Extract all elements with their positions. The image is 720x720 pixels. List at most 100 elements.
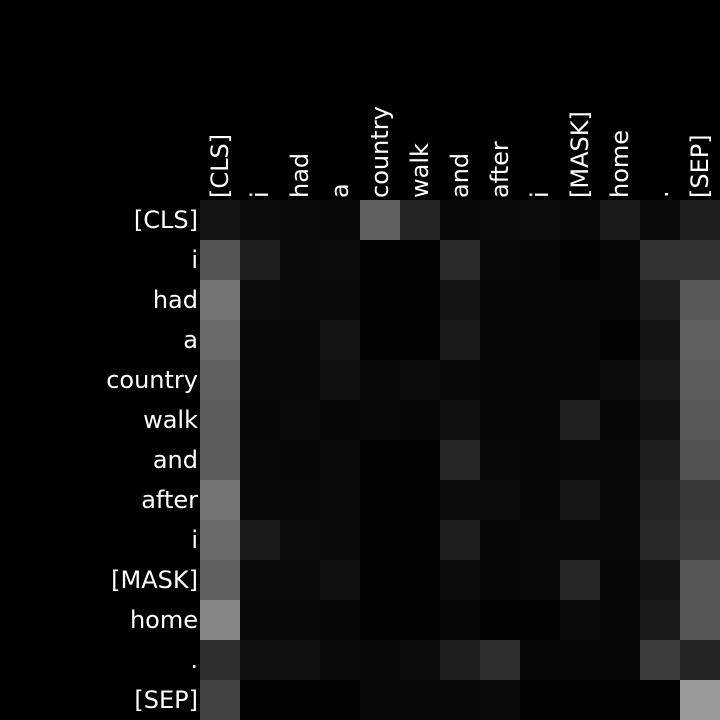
heatmap-cell-6-11 bbox=[640, 440, 680, 480]
heatmap-cell-1-0 bbox=[200, 240, 240, 280]
heatmap-cell-5-11 bbox=[640, 400, 680, 440]
y-tick-label: [CLS] bbox=[134, 206, 198, 234]
heatmap-cell-9-9 bbox=[560, 560, 600, 600]
heatmap-cell-0-1 bbox=[240, 200, 280, 240]
heatmap-cell-3-10 bbox=[600, 320, 640, 360]
heatmap-cell-9-5 bbox=[400, 560, 440, 600]
heatmap-cell-4-10 bbox=[600, 360, 640, 400]
heatmap-cell-1-3 bbox=[320, 240, 360, 280]
heatmap-cell-2-1 bbox=[240, 280, 280, 320]
heatmap-cell-3-5 bbox=[400, 320, 440, 360]
heatmap-cell-0-4 bbox=[360, 200, 400, 240]
heatmap-cell-4-5 bbox=[400, 360, 440, 400]
heatmap-cell-8-5 bbox=[400, 520, 440, 560]
heatmap-cell-6-7 bbox=[480, 440, 520, 480]
heatmap-cell-6-8 bbox=[520, 440, 560, 480]
heatmap-cell-7-0 bbox=[200, 480, 240, 520]
heatmap-cell-8-0 bbox=[200, 520, 240, 560]
heatmap-cell-4-8 bbox=[520, 360, 560, 400]
heatmap-cell-0-9 bbox=[560, 200, 600, 240]
heatmap-cell-12-4 bbox=[360, 680, 400, 720]
heatmap-cell-0-10 bbox=[600, 200, 640, 240]
y-tick-label: country bbox=[106, 366, 198, 394]
heatmap-cell-6-10 bbox=[600, 440, 640, 480]
heatmap-cell-10-5 bbox=[400, 600, 440, 640]
heatmap-cell-3-12 bbox=[680, 320, 720, 360]
heatmap-cell-6-9 bbox=[560, 440, 600, 480]
x-tick-label: . bbox=[646, 190, 674, 198]
heatmap-cell-12-8 bbox=[520, 680, 560, 720]
heatmap-cell-10-0 bbox=[200, 600, 240, 640]
heatmap-cell-8-10 bbox=[600, 520, 640, 560]
x-tick-label: [MASK] bbox=[566, 111, 594, 198]
heatmap-cell-2-2 bbox=[280, 280, 320, 320]
heatmap-cell-3-0 bbox=[200, 320, 240, 360]
heatmap-cell-0-11 bbox=[640, 200, 680, 240]
heatmap-cell-7-6 bbox=[440, 480, 480, 520]
heatmap-cell-2-7 bbox=[480, 280, 520, 320]
heatmap-cell-9-11 bbox=[640, 560, 680, 600]
heatmap-cell-10-1 bbox=[240, 600, 280, 640]
x-tick-label: i bbox=[246, 191, 274, 198]
heatmap-cell-6-1 bbox=[240, 440, 280, 480]
y-tick-label: [SEP] bbox=[134, 686, 198, 714]
heatmap-cell-1-1 bbox=[240, 240, 280, 280]
heatmap-cell-1-2 bbox=[280, 240, 320, 280]
heatmap-cell-2-0 bbox=[200, 280, 240, 320]
x-tick-label: i bbox=[526, 191, 554, 198]
heatmap-cell-5-5 bbox=[400, 400, 440, 440]
heatmap-cell-1-10 bbox=[600, 240, 640, 280]
heatmap-cell-7-2 bbox=[280, 480, 320, 520]
heatmap-cell-3-1 bbox=[240, 320, 280, 360]
heatmap-cell-5-0 bbox=[200, 400, 240, 440]
heatmap-cell-11-1 bbox=[240, 640, 280, 680]
heatmap-cell-11-9 bbox=[560, 640, 600, 680]
y-tick-label: after bbox=[141, 486, 198, 514]
heatmap-cell-5-6 bbox=[440, 400, 480, 440]
heatmap-cell-2-12 bbox=[680, 280, 720, 320]
heatmap-cell-2-9 bbox=[560, 280, 600, 320]
y-tick-label: had bbox=[153, 286, 198, 314]
heatmap-cell-11-4 bbox=[360, 640, 400, 680]
y-tick-label: i bbox=[191, 246, 198, 274]
x-tick-label: a bbox=[326, 183, 354, 198]
heatmap-cell-10-4 bbox=[360, 600, 400, 640]
heatmap-cell-2-5 bbox=[400, 280, 440, 320]
heatmap-cell-4-2 bbox=[280, 360, 320, 400]
heatmap-cell-2-6 bbox=[440, 280, 480, 320]
heatmap-cell-5-3 bbox=[320, 400, 360, 440]
heatmap-cell-12-10 bbox=[600, 680, 640, 720]
heatmap-cell-8-6 bbox=[440, 520, 480, 560]
x-tick-label: country bbox=[366, 106, 394, 198]
heatmap-cell-11-5 bbox=[400, 640, 440, 680]
heatmap-cell-4-7 bbox=[480, 360, 520, 400]
heatmap-cell-10-9 bbox=[560, 600, 600, 640]
x-tick-label: home bbox=[606, 130, 634, 198]
heatmap-cell-1-6 bbox=[440, 240, 480, 280]
heatmap-cell-5-10 bbox=[600, 400, 640, 440]
heatmap-cell-7-12 bbox=[680, 480, 720, 520]
heatmap-cells bbox=[200, 200, 720, 720]
heatmap-cell-3-11 bbox=[640, 320, 680, 360]
heatmap-cell-5-12 bbox=[680, 400, 720, 440]
heatmap-cell-7-7 bbox=[480, 480, 520, 520]
heatmap-cell-5-4 bbox=[360, 400, 400, 440]
y-tick-label: i bbox=[191, 526, 198, 554]
heatmap-cell-2-11 bbox=[640, 280, 680, 320]
heatmap-cell-4-11 bbox=[640, 360, 680, 400]
heatmap-cell-8-4 bbox=[360, 520, 400, 560]
heatmap-cell-0-7 bbox=[480, 200, 520, 240]
heatmap-cell-6-2 bbox=[280, 440, 320, 480]
y-tick-label: a bbox=[183, 326, 198, 354]
x-tick-labels: [CLS] i had a country walk and after i [MASK] home… bbox=[206, 106, 714, 198]
heatmap-cell-10-2 bbox=[280, 600, 320, 640]
heatmap-cell-8-12 bbox=[680, 520, 720, 560]
heatmap-cell-1-8 bbox=[520, 240, 560, 280]
heatmap-cell-8-11 bbox=[640, 520, 680, 560]
heatmap-cell-3-3 bbox=[320, 320, 360, 360]
y-tick-label: [MASK] bbox=[111, 566, 198, 594]
heatmap-cell-4-6 bbox=[440, 360, 480, 400]
heatmap-cell-5-8 bbox=[520, 400, 560, 440]
heatmap-cell-3-8 bbox=[520, 320, 560, 360]
